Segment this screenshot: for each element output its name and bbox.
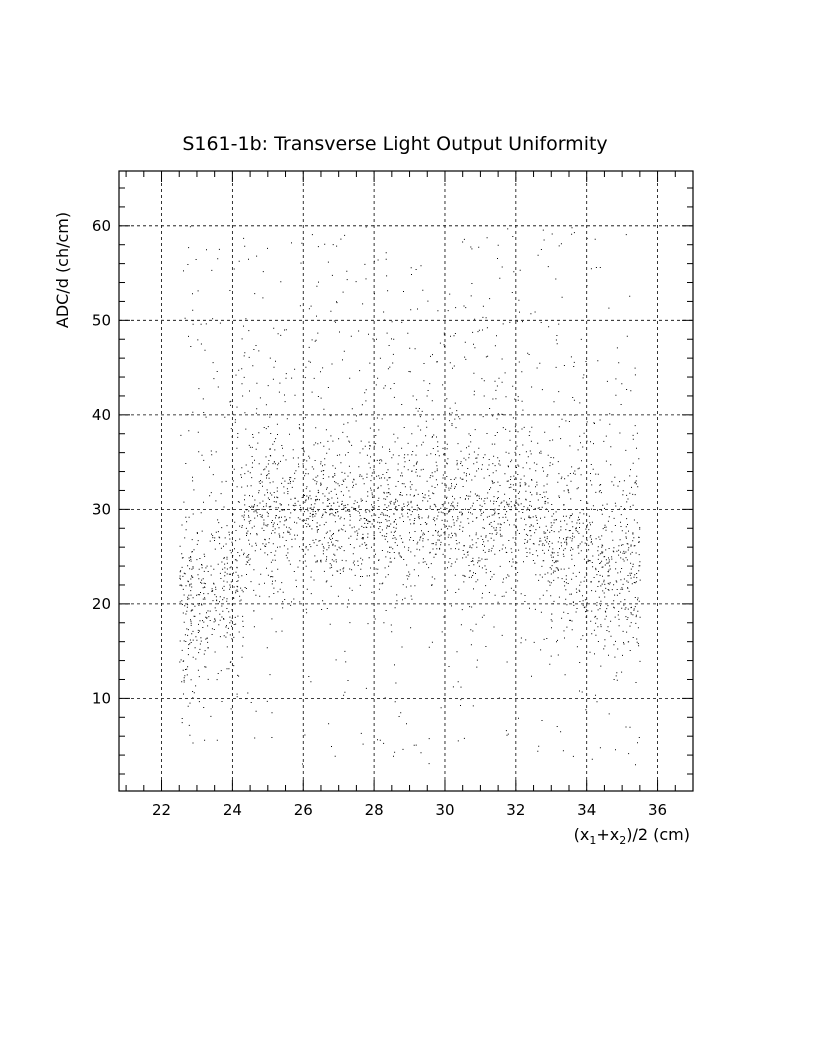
- y-tick-label: 30: [92, 500, 111, 518]
- x-axis-title-open: (x: [574, 825, 590, 844]
- x-axis-title-close: )/2 (cm): [626, 825, 690, 844]
- x-axis-title-plus: +x: [596, 825, 619, 844]
- grid-lines: [119, 171, 693, 791]
- x-tick-label: 22: [152, 801, 171, 819]
- y-axis-title: ADC/d (ch/cm): [53, 212, 72, 328]
- plot-frame: [118, 170, 694, 792]
- tick-labels: 22 24 26 28 30 32 34 36 10 20 30 40 50 60: [92, 217, 667, 819]
- axes: [118, 170, 694, 792]
- x-axis-title: (x1+x2)/2 (cm): [574, 825, 690, 847]
- y-tick-label: 40: [92, 406, 111, 424]
- y-tick-label: 10: [92, 689, 111, 707]
- x-tick-label: 36: [648, 801, 667, 819]
- x-axis-title-sub2: 2: [619, 834, 626, 847]
- x-tick-label: 34: [577, 801, 596, 819]
- data-points: [179, 226, 641, 766]
- x-tick-label: 24: [223, 801, 242, 819]
- y-tick-label: 50: [92, 311, 111, 329]
- x-tick-label: 28: [365, 801, 384, 819]
- x-tick-label: 30: [435, 801, 454, 819]
- y-tick-label: 20: [92, 595, 111, 613]
- chart-title: S161-1b: Transverse Light Output Uniform…: [182, 133, 607, 155]
- scatter-points: [179, 226, 641, 766]
- x-tick-label: 26: [294, 801, 313, 819]
- y-tick-label: 60: [92, 217, 111, 235]
- x-axis-title-sub1: 1: [589, 834, 596, 847]
- x-tick-label: 32: [506, 801, 525, 819]
